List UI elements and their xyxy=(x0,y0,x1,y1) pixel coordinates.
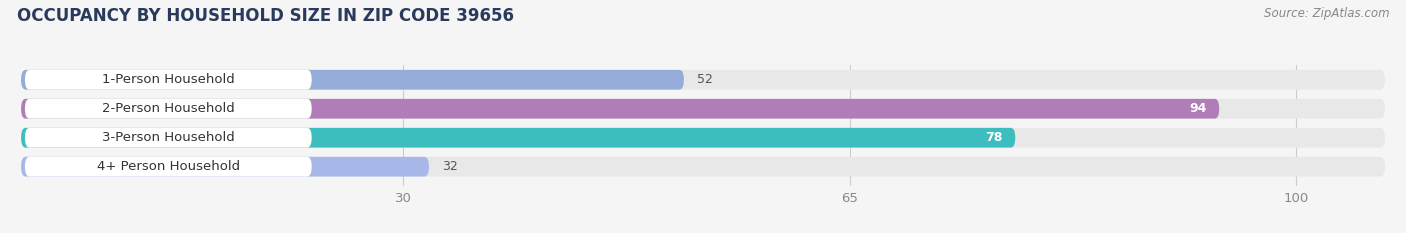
Text: 4+ Person Household: 4+ Person Household xyxy=(97,160,240,173)
Text: 78: 78 xyxy=(986,131,1002,144)
FancyBboxPatch shape xyxy=(21,99,1219,119)
Text: 94: 94 xyxy=(1189,102,1206,115)
FancyBboxPatch shape xyxy=(25,70,312,89)
Text: Source: ZipAtlas.com: Source: ZipAtlas.com xyxy=(1264,7,1389,20)
FancyBboxPatch shape xyxy=(21,70,1385,89)
Text: 2-Person Household: 2-Person Household xyxy=(101,102,235,115)
FancyBboxPatch shape xyxy=(21,157,1385,177)
Text: 32: 32 xyxy=(441,160,457,173)
FancyBboxPatch shape xyxy=(21,128,1385,147)
FancyBboxPatch shape xyxy=(21,157,429,177)
FancyBboxPatch shape xyxy=(21,99,1385,119)
FancyBboxPatch shape xyxy=(25,99,312,119)
FancyBboxPatch shape xyxy=(21,128,1015,147)
FancyBboxPatch shape xyxy=(25,157,312,177)
FancyBboxPatch shape xyxy=(21,70,683,89)
Text: OCCUPANCY BY HOUSEHOLD SIZE IN ZIP CODE 39656: OCCUPANCY BY HOUSEHOLD SIZE IN ZIP CODE … xyxy=(17,7,513,25)
Text: 3-Person Household: 3-Person Household xyxy=(101,131,235,144)
FancyBboxPatch shape xyxy=(25,128,312,147)
Text: 52: 52 xyxy=(696,73,713,86)
Text: 1-Person Household: 1-Person Household xyxy=(101,73,235,86)
